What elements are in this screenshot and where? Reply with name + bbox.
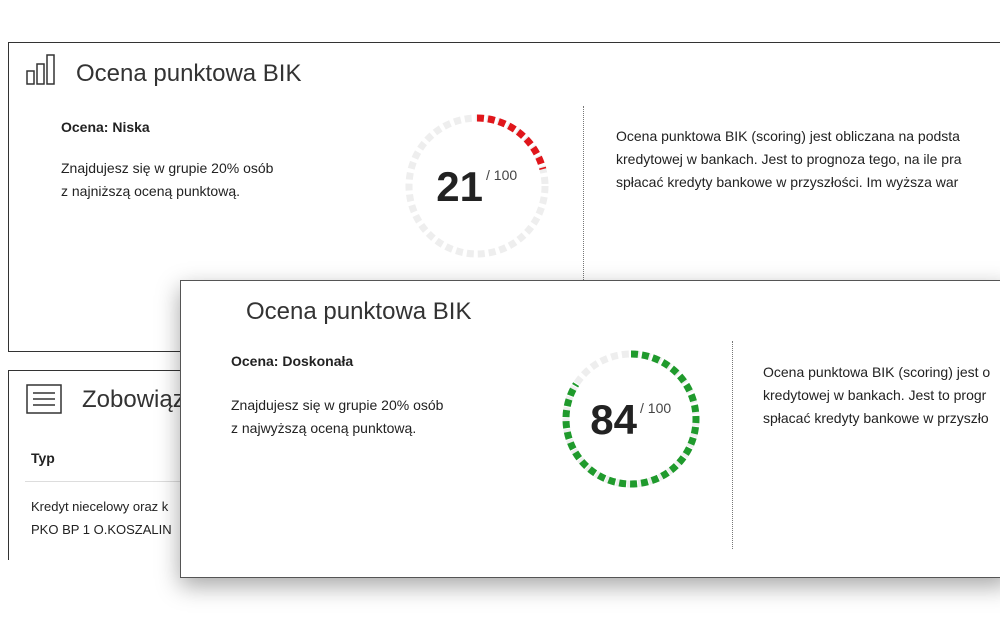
score: 84 bbox=[590, 396, 637, 443]
score-max: / 100 bbox=[640, 400, 671, 416]
info-line: kredytowej w bankach. Jest to prognoza t… bbox=[616, 151, 962, 167]
info-line: spłacać kredyty bankowe w przyszło bbox=[763, 410, 989, 426]
gauge: 21/ 100 bbox=[405, 114, 549, 258]
card-title: Zobowiąza bbox=[82, 386, 199, 413]
info-line: spłacać kredyty bankowe w przyszłości. I… bbox=[616, 174, 959, 190]
rating: Ocena: Doskonała bbox=[231, 353, 354, 369]
divider bbox=[732, 341, 733, 549]
score-max: / 100 bbox=[486, 167, 517, 183]
column-header: Typ bbox=[31, 450, 55, 466]
list-icon bbox=[26, 384, 62, 414]
gauge-arc bbox=[562, 350, 700, 488]
gauge-arc bbox=[476, 114, 547, 171]
score-card: Ocena punktowa BIK Ocena: Doskonała Znaj… bbox=[180, 280, 1000, 578]
card-title: Ocena punktowa BIK bbox=[76, 60, 302, 87]
row: Kredyt niecelowy oraz k PKO BP 1 O.KOSZA… bbox=[31, 495, 172, 541]
description-line: Znajdujesz się w grupie 20% osób bbox=[61, 160, 274, 176]
card-title: Ocena punktowa BIK bbox=[246, 298, 472, 325]
gauge: 84/ 100 bbox=[562, 350, 700, 488]
score: 21 bbox=[436, 163, 483, 210]
info-line: Ocena punktowa BIK (scoring) jest oblicz… bbox=[616, 128, 960, 144]
row-line: Kredyt niecelowy oraz k bbox=[31, 499, 169, 514]
info: Ocena punktowa BIK (scoring) jest oblicz… bbox=[616, 125, 962, 194]
description: Znajdujesz się w grupie 20% osób z najni… bbox=[61, 157, 273, 203]
info-line: Ocena punktowa BIK (scoring) jest o bbox=[763, 364, 991, 380]
rating: Ocena: Niska bbox=[61, 119, 150, 135]
divider bbox=[583, 106, 584, 351]
description-line: z najniższą oceną punktową. bbox=[61, 183, 240, 199]
info-line: kredytowej w bankach. Jest to progr bbox=[763, 387, 987, 403]
description-line: z najwyższą oceną punktową. bbox=[231, 420, 417, 436]
chart-icon bbox=[26, 54, 55, 85]
row-line: PKO BP 1 O.KOSZALIN bbox=[31, 522, 172, 537]
description-line: Znajdujesz się w grupie 20% osób bbox=[231, 397, 444, 413]
description: Znajdujesz się w grupie 20% osób z najwy… bbox=[231, 394, 443, 440]
info: Ocena punktowa BIK (scoring) jest o kred… bbox=[763, 361, 990, 430]
